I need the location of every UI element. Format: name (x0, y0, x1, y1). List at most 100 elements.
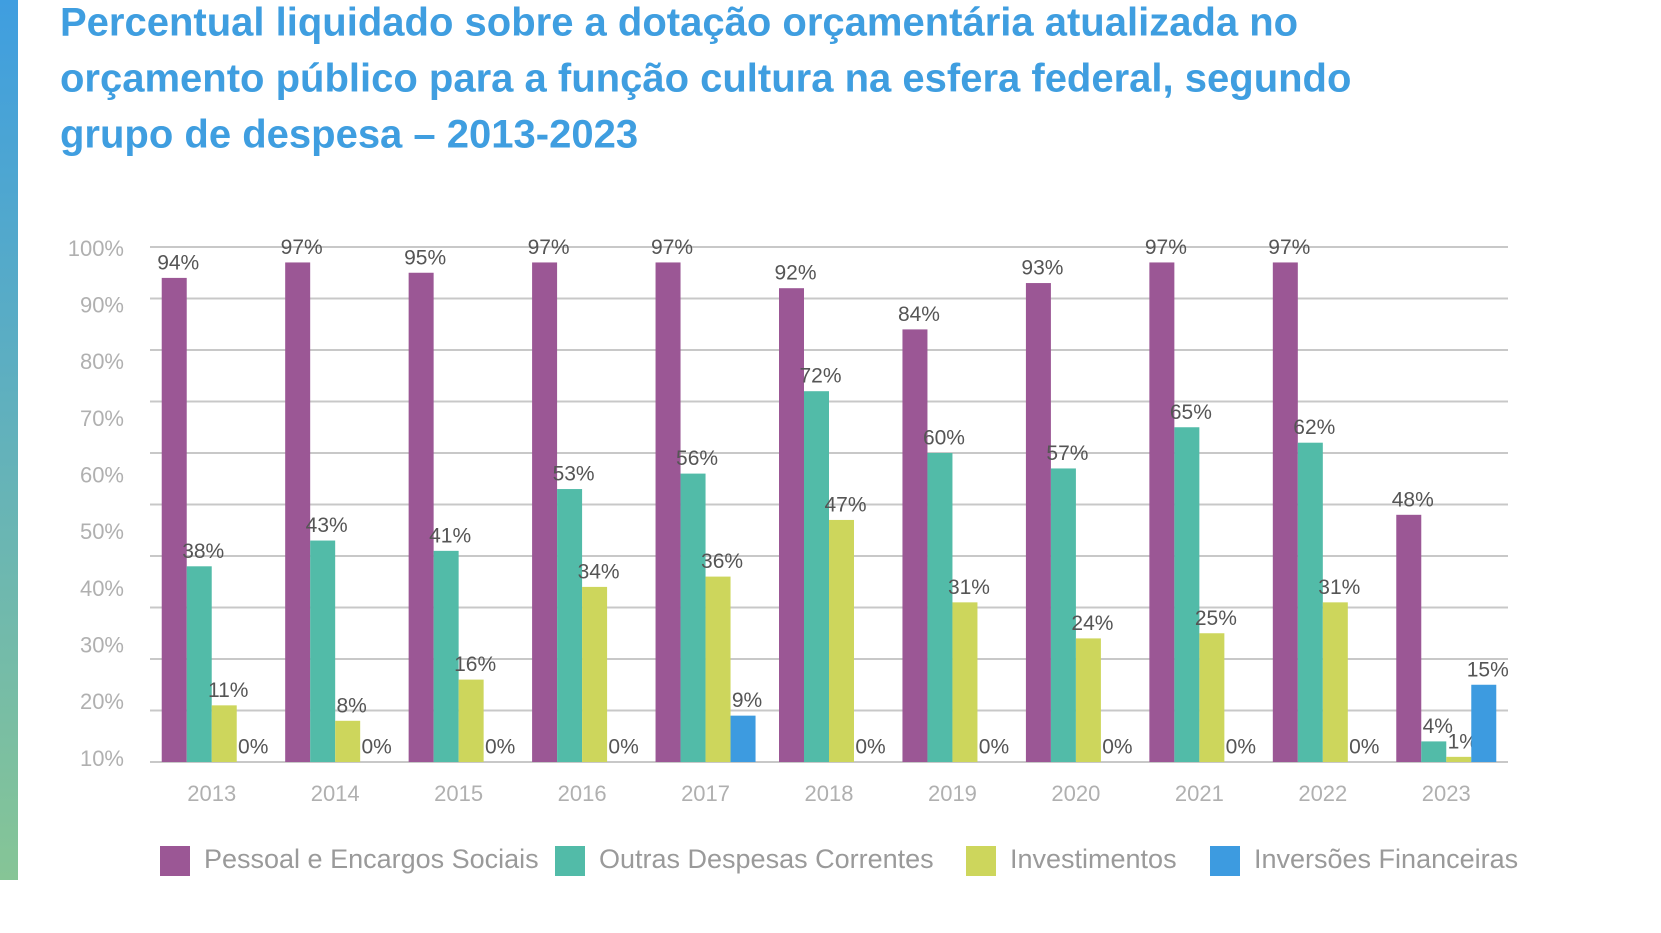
y-tick-label: 100% (68, 236, 124, 261)
bar (1174, 427, 1200, 762)
side-bar (0, 0, 18, 880)
value-label: 9% (732, 689, 762, 712)
bar (1421, 741, 1447, 762)
value-label: 16% (454, 653, 496, 676)
x-tick-label: 2023 (1422, 781, 1471, 806)
bar (335, 720, 361, 762)
value-label: 97% (528, 236, 570, 259)
value-label: 36% (701, 550, 743, 573)
value-label: 65% (1170, 401, 1212, 424)
value-label: 57% (1046, 442, 1088, 465)
value-label: 15% (1467, 658, 1509, 681)
x-tick-label: 2015 (434, 781, 483, 806)
value-label: 72% (799, 365, 841, 388)
bar (1025, 283, 1051, 762)
bar (186, 566, 212, 762)
chart-title: grupo de despesa – 2013-2023 (60, 113, 638, 157)
value-label: 94% (157, 251, 199, 274)
bar (1322, 602, 1348, 762)
bar (804, 391, 829, 762)
bar (902, 329, 928, 762)
legend-label: Outras Despesas Correntes (599, 844, 934, 874)
y-tick-label: 10% (80, 746, 124, 771)
y-tick-label: 40% (80, 576, 124, 601)
x-tick-label: 2019 (928, 781, 977, 806)
value-label: 47% (824, 493, 866, 516)
value-label: 4% (1423, 715, 1453, 738)
y-tick-label: 90% (80, 292, 124, 317)
value-label: 0% (979, 736, 1009, 759)
y-tick-label: 50% (80, 519, 124, 544)
value-label: 41% (429, 524, 471, 547)
value-label: 95% (404, 246, 446, 269)
x-tick-label: 2022 (1298, 781, 1347, 806)
bar (310, 540, 336, 762)
bar (1297, 442, 1323, 762)
value-label: 97% (281, 236, 323, 259)
value-label: 11% (208, 679, 248, 702)
legend-swatch (160, 846, 190, 876)
bar (1075, 638, 1101, 762)
value-label: 93% (1021, 257, 1063, 280)
bar (532, 262, 558, 762)
value-label: 0% (238, 736, 268, 759)
bar (1149, 262, 1175, 762)
x-tick-label: 2013 (187, 781, 236, 806)
value-label: 62% (1293, 416, 1335, 439)
y-tick-label: 30% (80, 632, 124, 657)
y-tick-label: 80% (80, 349, 124, 374)
value-label: 24% (1071, 612, 1113, 635)
value-label: 25% (1195, 607, 1237, 630)
value-label: 0% (485, 736, 515, 759)
value-label: 38% (182, 540, 224, 563)
value-label: 97% (1145, 236, 1187, 259)
value-label: 0% (362, 736, 392, 759)
y-tick-label: 70% (80, 406, 124, 431)
y-tick-label: 60% (80, 462, 124, 487)
legend-swatch (966, 846, 996, 876)
value-label: 43% (306, 514, 348, 537)
bar (582, 586, 608, 762)
legend-label: Inversões Financeiras (1254, 844, 1518, 874)
y-tick-label: 20% (80, 689, 124, 714)
x-tick-label: 2021 (1175, 781, 1224, 806)
bar (285, 262, 311, 762)
bar (1199, 633, 1225, 762)
value-label: 97% (651, 236, 693, 259)
bar (161, 277, 187, 762)
chart-title: orçamento público para a função cultura … (60, 57, 1351, 101)
value-label: 31% (1318, 576, 1360, 599)
legend-label: Investimentos (1010, 844, 1177, 874)
x-tick-label: 2014 (311, 781, 360, 806)
bar (433, 550, 459, 762)
legend-swatch (1210, 846, 1240, 876)
bar (705, 576, 731, 762)
value-label: 48% (1392, 488, 1434, 511)
x-tick-label: 2016 (558, 781, 607, 806)
bar (730, 715, 756, 762)
bar (1050, 468, 1076, 762)
value-label: 84% (898, 303, 940, 326)
bar (927, 453, 953, 762)
value-label: 0% (608, 736, 638, 759)
x-tick-label: 2018 (805, 781, 854, 806)
bar (1471, 684, 1497, 762)
value-label: 31% (948, 576, 990, 599)
value-label: 0% (855, 736, 885, 759)
value-label: 92% (774, 262, 816, 285)
bar (211, 705, 237, 762)
bar (829, 519, 854, 762)
value-label: 53% (553, 463, 595, 486)
value-label: 0% (1349, 736, 1379, 759)
bar (1396, 514, 1422, 762)
bar (458, 679, 484, 762)
bar (952, 602, 978, 762)
legend-label: Pessoal e Encargos Sociais (204, 844, 539, 874)
legend-swatch (555, 846, 585, 876)
bar (557, 489, 583, 762)
value-label: 60% (923, 427, 965, 450)
value-label: 34% (578, 560, 620, 583)
value-label: 0% (1226, 736, 1256, 759)
chart-title: Percentual liquidado sobre a dotação orç… (60, 1, 1298, 45)
